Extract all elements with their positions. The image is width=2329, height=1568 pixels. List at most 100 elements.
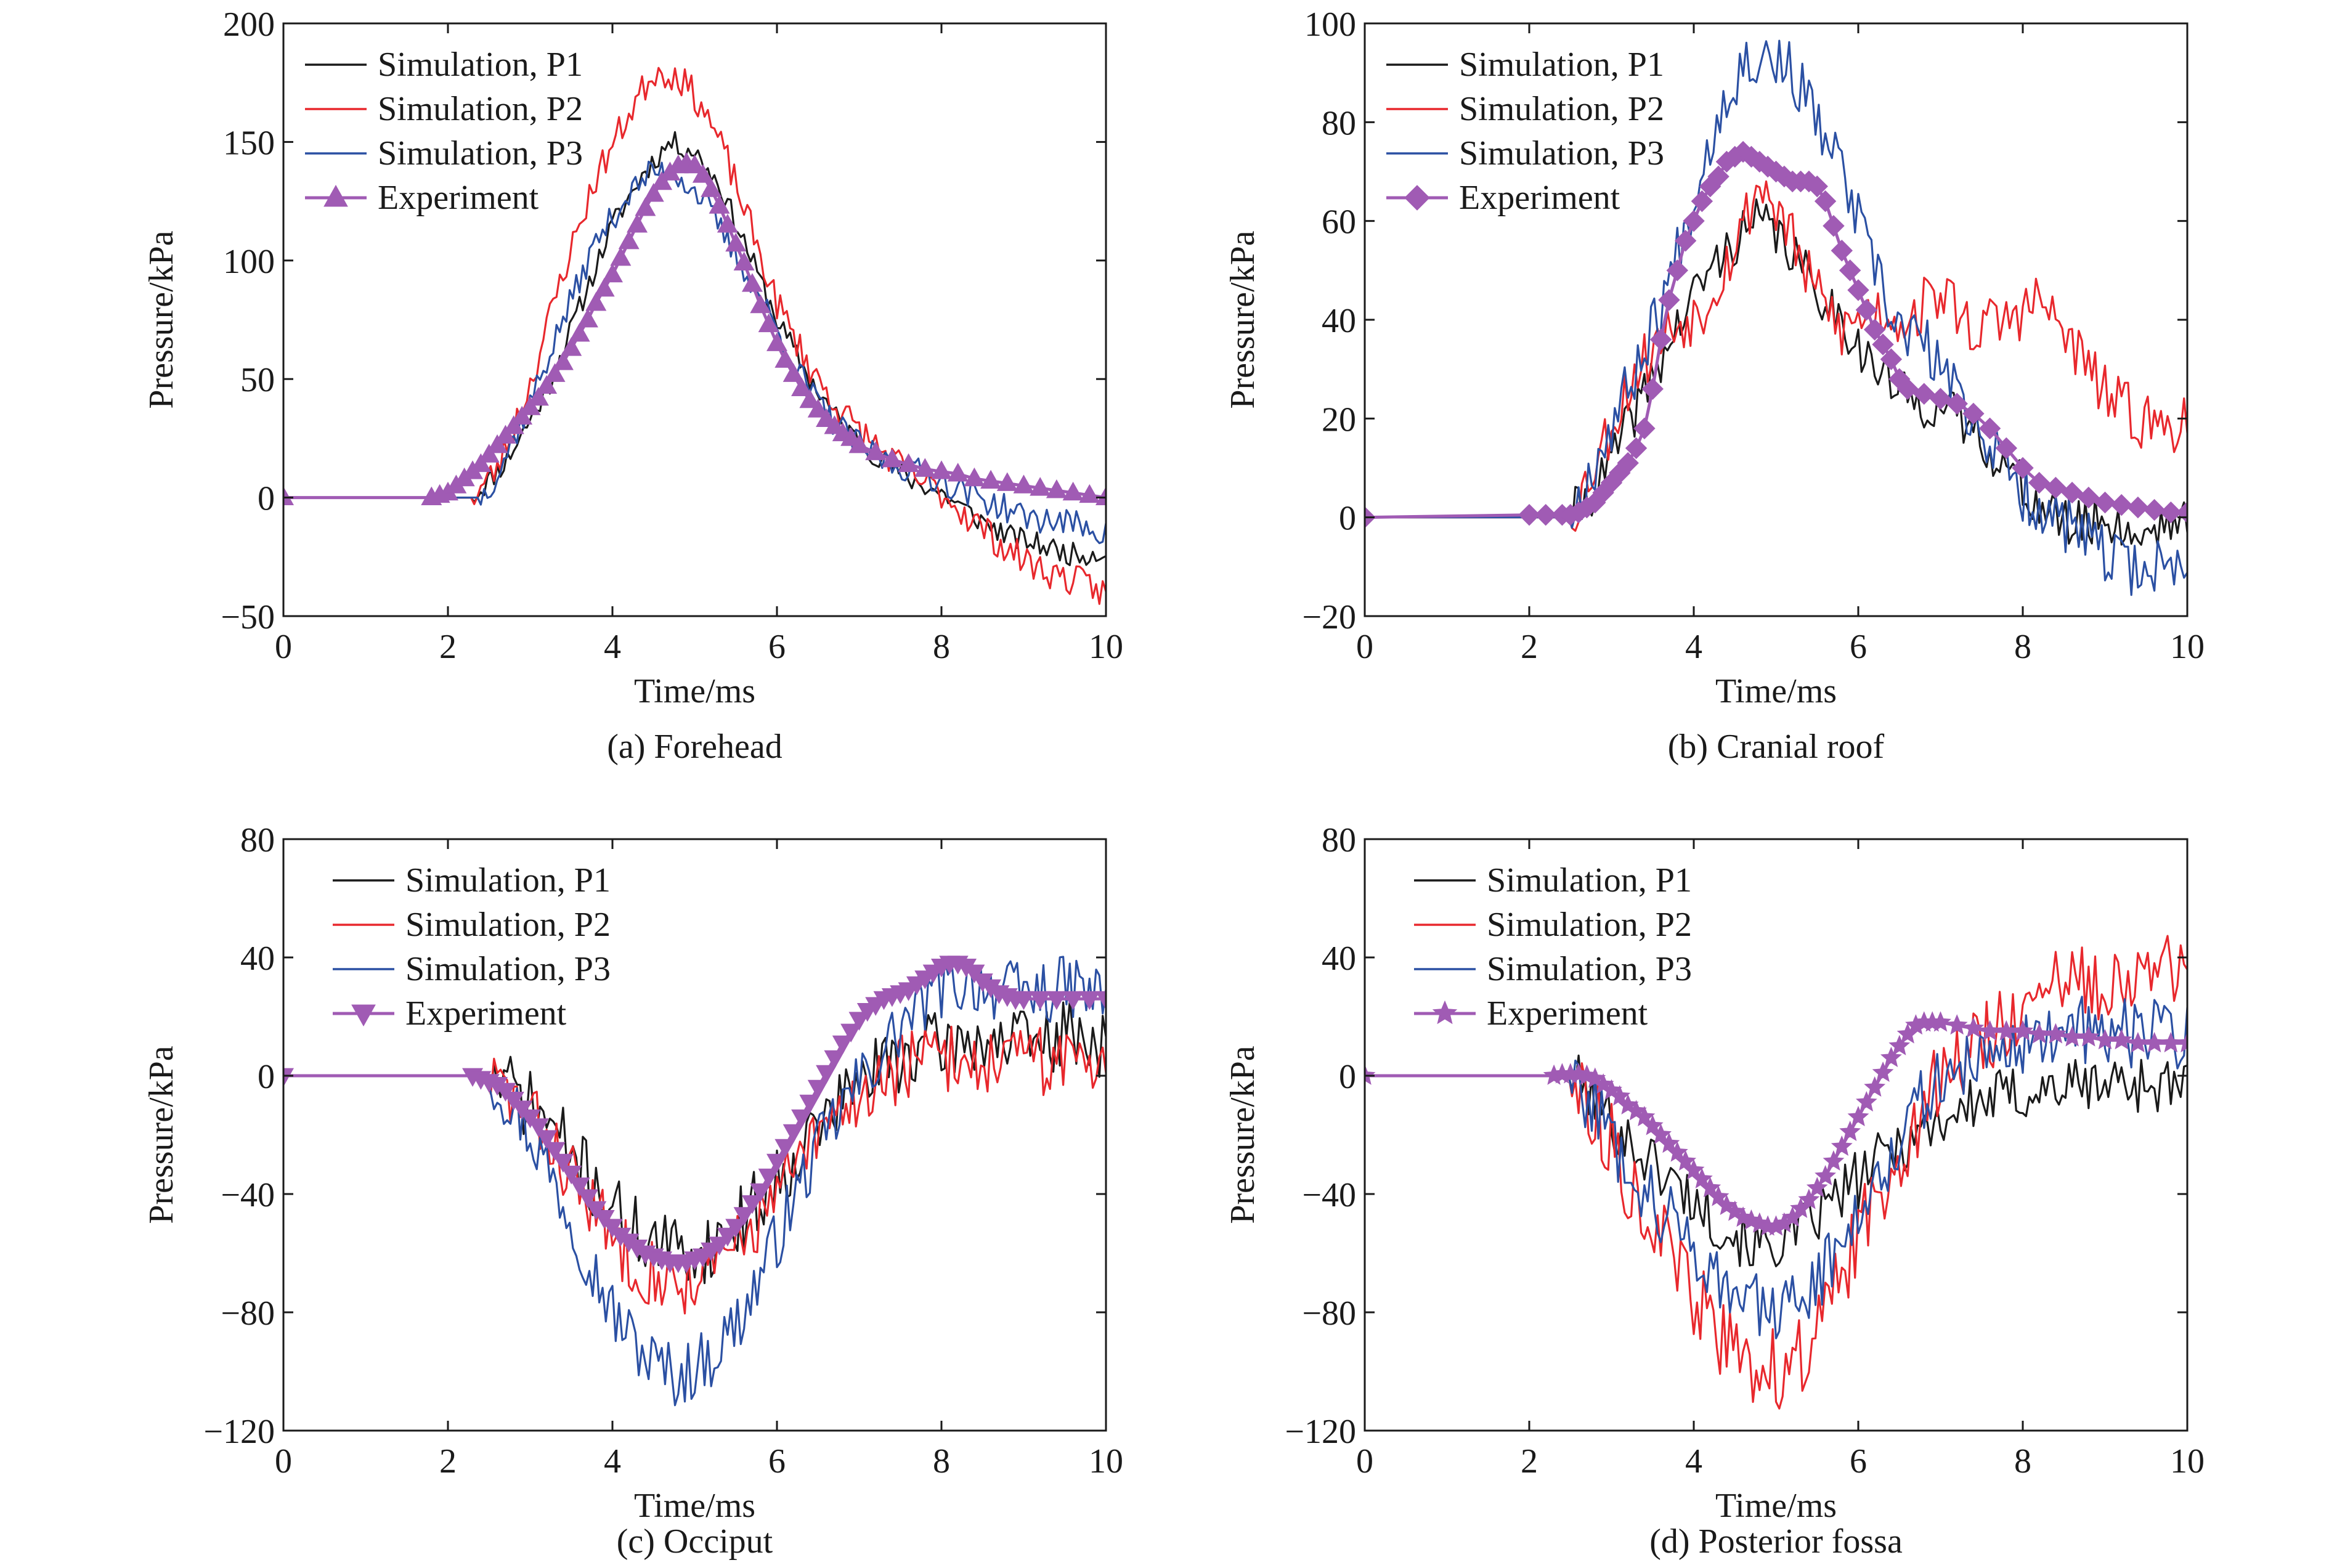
experiment-marker (1699, 1177, 1721, 1198)
x-tick-label: 8 (933, 628, 950, 666)
experiment-marker (577, 1189, 598, 1208)
legend: Simulation, P1 Simulation, P2 Simulation, … (1386, 46, 1664, 217)
experiment-marker (774, 349, 796, 368)
experiment-marker (741, 273, 763, 292)
experiment-marker (569, 323, 590, 342)
x-tick-label: 6 (768, 628, 786, 666)
y-tick-label: 80 (1322, 821, 1356, 859)
legend-label: Simulation, P3 (378, 134, 583, 173)
experiment-marker (1658, 289, 1680, 311)
experiment-marker (1674, 230, 1697, 252)
x-tick-label: 10 (2170, 628, 2205, 666)
experiment-marker (577, 308, 598, 328)
x-tick-label: 4 (1685, 1442, 1702, 1481)
experiment-marker (947, 463, 969, 482)
x-axis-label: Time/ms (1715, 1487, 1837, 1525)
experiment-marker (1649, 328, 1672, 351)
x-tick-label: 0 (275, 628, 292, 666)
experiment-marker (544, 1142, 566, 1161)
panel-caption: (d) Posterior fossa (1649, 1522, 1903, 1561)
x-tick-label: 2 (1521, 628, 1538, 666)
experiment-marker (635, 197, 656, 216)
experiment-marker (478, 444, 500, 463)
experiment-marker (1913, 383, 1935, 405)
experiment-marker (725, 232, 747, 252)
experiment-marker (2012, 1020, 2034, 1041)
experiment-marker (511, 405, 533, 425)
experiment-marker (799, 1094, 821, 1114)
x-axis-label: Time/ms (634, 1487, 755, 1525)
experiment-marker (1863, 319, 1886, 341)
experiment-marker (1666, 259, 1689, 282)
experiment-marker (1896, 378, 1919, 400)
chart-panel-1: 0 2 4 6 8 10−50050100150200Time/msPressure/kP… (142, 6, 1123, 766)
experiment-marker (1365, 1064, 1376, 1085)
experiment-marker (552, 351, 574, 370)
legend-label: Simulation, P3 (1459, 134, 1664, 173)
experiment-marker (1650, 1123, 1672, 1144)
plot-area (283, 67, 1106, 605)
legend-label: Simulation, P1 (378, 46, 583, 84)
experiment-marker (2160, 1031, 2182, 1053)
experiment-marker (1658, 1132, 1680, 1153)
experiment-marker (848, 434, 870, 453)
experiment-marker (709, 1237, 730, 1256)
legend-label: Experiment (405, 994, 567, 1033)
experiment-marker (717, 1227, 738, 1247)
experiment-marker (1675, 1150, 1697, 1171)
experiment-marker (651, 171, 673, 190)
experiment-marker (1806, 175, 1828, 198)
experiment-marker (832, 1035, 853, 1055)
axes-frame (282, 22, 1107, 617)
experiment-marker (536, 1130, 558, 1149)
plot-area (1365, 39, 2187, 596)
experiment-marker (1847, 279, 1869, 301)
series-line-simulation-p3 (1365, 39, 2187, 596)
experiment-marker (1946, 1014, 1968, 1035)
experiment-marker (569, 1177, 590, 1196)
experiment-marker (1062, 481, 1084, 501)
x-tick-label: 4 (604, 628, 621, 666)
series-line-simulation-p3 (1365, 996, 2187, 1339)
y-tick-label: 40 (240, 940, 275, 978)
experiment-marker (1962, 402, 1985, 425)
experiment-marker (1855, 299, 1878, 321)
legend-label: Simulation, P1 (405, 861, 611, 900)
legend-marker (1432, 1000, 1458, 1025)
chart-panel-2: 0 2 4 6 8 10−20020406080100Time/msPressure/kP… (1224, 6, 2205, 766)
experiment-marker (782, 1124, 804, 1144)
series-line-experiment (1365, 1021, 2187, 1229)
legend: Simulation, P1 Simulation, P2 Simulation, … (333, 861, 611, 1033)
legend-label: Simulation, P1 (1487, 861, 1692, 900)
experiment-marker (898, 453, 919, 473)
legend: Simulation, P1 Simulation, P2 Simulation, … (305, 46, 583, 217)
experiment-marker (1946, 392, 1968, 415)
experiment-marker (766, 1153, 788, 1173)
series-line-simulation-p1 (1365, 1054, 2187, 1267)
experiment-marker (725, 1219, 747, 1238)
experiment-marker (527, 386, 549, 406)
experiment-marker (1831, 1135, 1853, 1156)
x-tick-label: 10 (2170, 1442, 2205, 1481)
experiment-marker (1880, 1046, 1902, 1068)
x-tick-label: 10 (1089, 628, 1123, 666)
experiment-marker (692, 164, 713, 183)
experiment-marker (1930, 1011, 1951, 1032)
plot-area (1365, 935, 2187, 1410)
y-tick-label: 200 (223, 6, 275, 44)
x-tick-label: 8 (2014, 628, 2031, 666)
x-tick-label: 4 (604, 1442, 621, 1481)
experiment-marker (503, 415, 524, 434)
experiment-marker (1046, 991, 1067, 1010)
axes-frame (1364, 838, 2189, 1432)
experiment-marker (2127, 496, 2149, 519)
legend-label: Simulation, P3 (405, 950, 611, 988)
legend-label: Experiment (1487, 994, 1648, 1033)
y-tick-label: −40 (1302, 1176, 1356, 1214)
experiment-marker (709, 195, 730, 214)
experiment-marker (1030, 991, 1051, 1010)
experiment-marker (627, 214, 648, 233)
y-tick-label: −120 (1285, 1413, 1356, 1451)
legend-label: Simulation, P2 (1459, 90, 1664, 128)
